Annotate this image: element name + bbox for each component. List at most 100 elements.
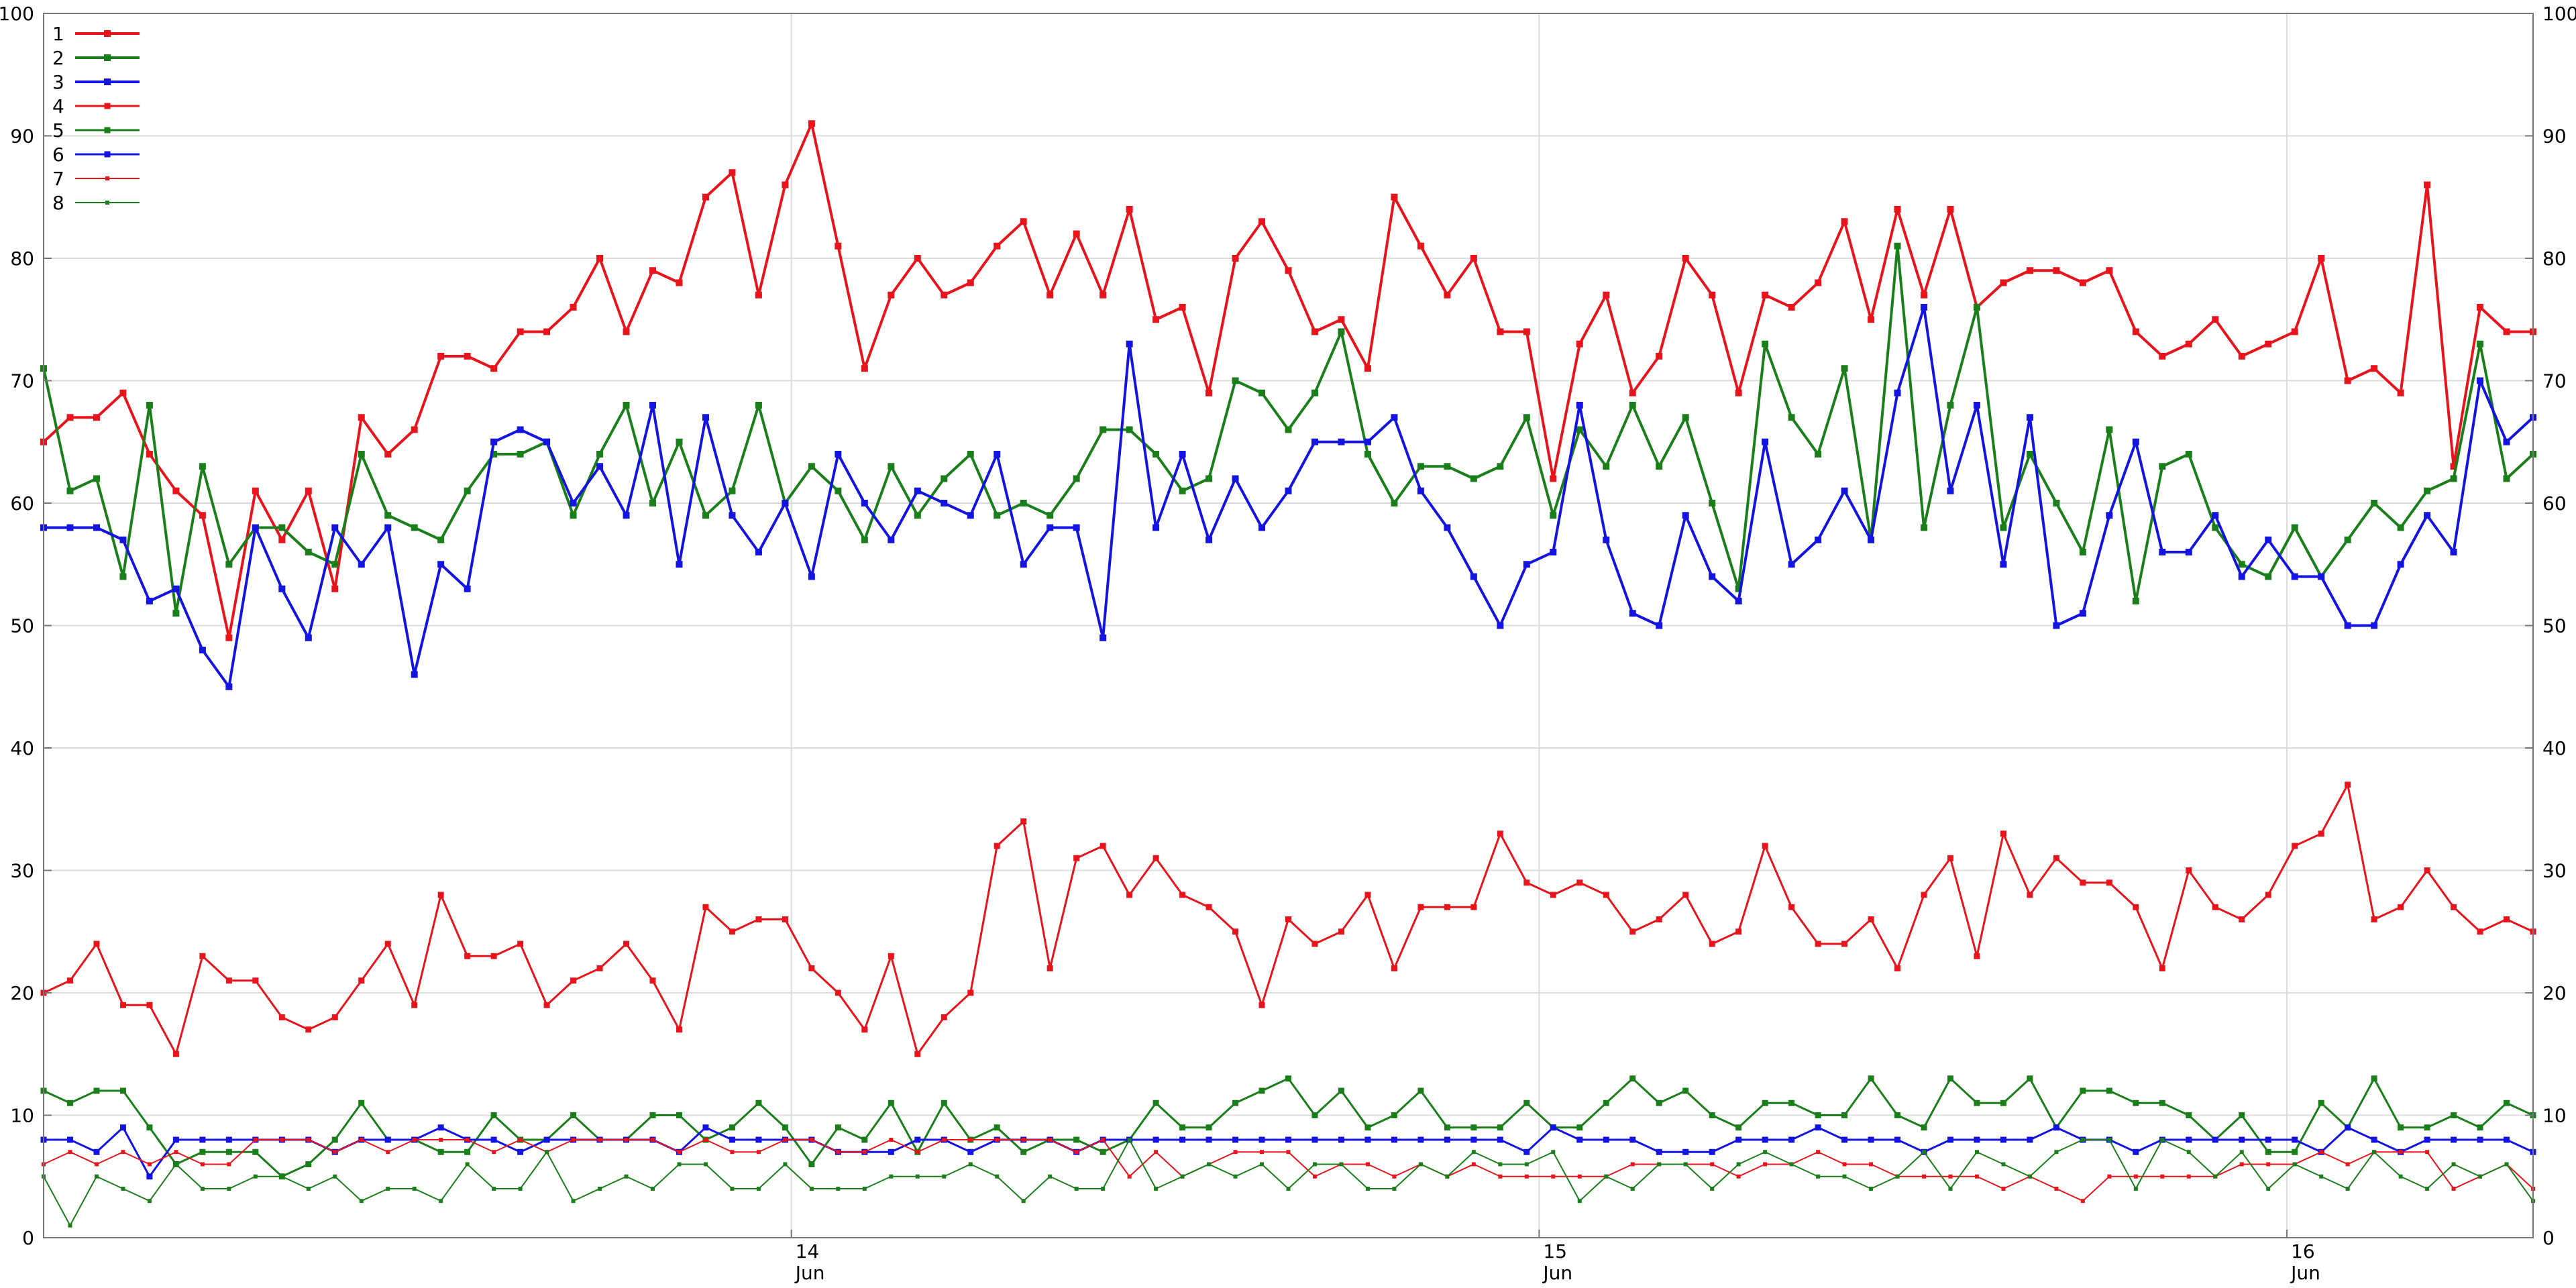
data-point — [1338, 1087, 1344, 1094]
data-point — [1470, 904, 1477, 910]
data-point — [994, 512, 1001, 519]
data-point — [1524, 1174, 1529, 1179]
data-point — [464, 353, 471, 360]
data-point — [93, 475, 100, 482]
data-point — [967, 1148, 974, 1155]
data-point — [358, 977, 365, 984]
data-point — [2345, 1162, 2350, 1167]
data-point — [2213, 1174, 2218, 1179]
data-point — [570, 1112, 577, 1118]
data-point — [808, 463, 815, 470]
data-point — [1074, 1187, 1079, 1191]
data-point — [1073, 855, 1080, 861]
data-point — [2212, 904, 2218, 910]
data-point — [119, 536, 127, 543]
data-point — [1629, 928, 1636, 935]
data-point — [1152, 1136, 1159, 1143]
data-point — [2026, 267, 2033, 274]
data-point — [199, 647, 206, 653]
data-point — [1762, 1099, 1768, 1106]
data-point — [941, 475, 948, 482]
data-point — [199, 1136, 206, 1143]
data-point — [1948, 1187, 1953, 1191]
data-point — [359, 1199, 364, 1203]
series-line-3 — [44, 306, 2534, 688]
data-point — [1894, 965, 1901, 971]
data-point — [1523, 414, 1530, 421]
data-point — [1788, 304, 1795, 311]
data-point — [1417, 242, 1424, 250]
data-point — [967, 279, 974, 286]
data-point — [2425, 1187, 2430, 1191]
data-point — [624, 1138, 629, 1142]
data-point — [1258, 218, 1266, 225]
data-point — [2450, 463, 2457, 470]
data-point — [2212, 316, 2219, 323]
data-point — [1099, 426, 1107, 433]
data-point — [146, 451, 153, 458]
legend-label-3: 3 — [52, 71, 64, 93]
x-tick-label-day: 15 — [1543, 1240, 1567, 1263]
data-point — [1895, 1174, 1900, 1179]
data-point — [861, 365, 868, 372]
data-point — [649, 402, 657, 409]
data-point — [596, 451, 604, 458]
data-point — [172, 585, 180, 592]
data-point — [1576, 1124, 1583, 1131]
data-point — [835, 487, 842, 494]
data-point — [835, 989, 841, 996]
data-point — [2291, 573, 2298, 580]
data-point — [967, 989, 974, 996]
data-point — [1735, 1136, 1742, 1143]
data-point — [1551, 1174, 1556, 1179]
data-point — [1815, 1124, 1821, 1131]
data-point — [200, 1187, 205, 1191]
data-point — [2291, 524, 2298, 531]
data-point — [1497, 328, 1504, 335]
data-point — [465, 1138, 470, 1142]
data-point — [835, 451, 842, 458]
data-point — [942, 1138, 947, 1142]
data-point — [1258, 1002, 1265, 1008]
data-point — [2239, 916, 2245, 922]
data-point — [1841, 487, 1848, 494]
data-point — [411, 524, 418, 531]
data-point — [252, 1148, 259, 1155]
data-point — [2000, 561, 2007, 568]
data-point — [1763, 1162, 1768, 1167]
data-point — [2185, 451, 2192, 458]
data-point — [1232, 1136, 1239, 1143]
data-point — [93, 941, 100, 947]
data-point — [2027, 1136, 2033, 1143]
data-point — [1816, 1174, 1821, 1179]
data-point — [1418, 1162, 1423, 1167]
data-point — [888, 1148, 894, 1155]
series-5 — [40, 1075, 2536, 1180]
data-point — [1154, 1187, 1159, 1191]
data-point — [66, 524, 74, 531]
data-point — [1048, 1174, 1053, 1179]
data-point — [1603, 1099, 1609, 1106]
data-point — [1046, 512, 1054, 519]
data-point — [1338, 1136, 1344, 1143]
data-point — [2212, 512, 2219, 519]
data-point — [2239, 1150, 2244, 1155]
data-point — [1339, 1162, 1344, 1167]
data-point — [199, 512, 206, 519]
series-line-5 — [43, 1077, 2534, 1178]
data-point — [386, 1187, 390, 1191]
data-point — [1735, 598, 1742, 604]
data-point — [1391, 193, 1398, 201]
data-point — [2238, 353, 2245, 360]
data-point — [1762, 291, 1769, 299]
data-point — [2398, 1124, 2404, 1131]
data-point — [1470, 573, 1477, 580]
data-point — [93, 414, 100, 421]
data-point — [439, 1199, 443, 1203]
data-point — [1073, 524, 1080, 531]
data-point — [2425, 1150, 2430, 1155]
data-point — [2451, 1136, 2457, 1143]
data-point — [1841, 365, 1848, 372]
data-point — [517, 941, 524, 947]
data-point — [358, 1099, 365, 1106]
